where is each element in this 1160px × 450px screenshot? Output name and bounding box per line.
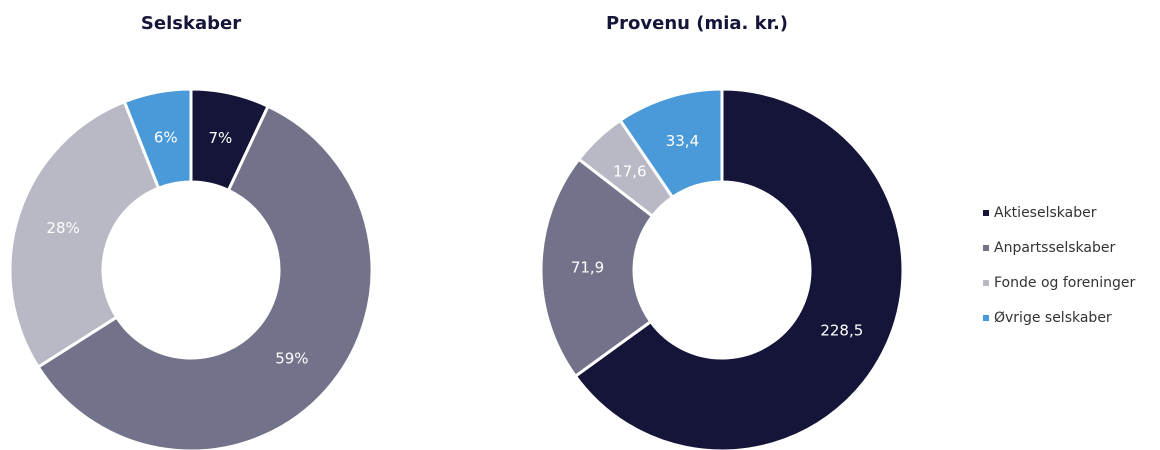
donut-slice xyxy=(573,87,905,450)
legend-label: Øvrige selskaber xyxy=(994,310,1112,326)
donut-slice xyxy=(122,87,193,191)
legend-swatch xyxy=(983,245,989,251)
legend-label: Fonde og foreninger xyxy=(994,275,1136,291)
value-label: 33,4 xyxy=(666,132,699,150)
donut-slice xyxy=(36,104,374,450)
value-label: 28% xyxy=(46,219,79,237)
value-label: 17,6 xyxy=(613,163,646,181)
donut-slice xyxy=(618,87,724,200)
chart-title: Selskaber xyxy=(141,13,241,34)
legend-label: Anpartsselskaber xyxy=(994,240,1115,256)
value-label: 7% xyxy=(208,129,232,147)
chart-title: Provenu (mia. kr.) xyxy=(606,13,788,34)
value-label: 59% xyxy=(275,349,308,367)
donut-slice xyxy=(539,157,655,379)
donut-slice xyxy=(8,99,161,370)
value-label: 71,9 xyxy=(571,258,604,276)
value-label: 6% xyxy=(154,128,178,146)
legend-swatch xyxy=(983,210,989,216)
legend-swatch xyxy=(983,280,989,286)
value-label: 228,5 xyxy=(820,322,863,340)
legend-swatch xyxy=(983,315,989,321)
legend-label: Aktieselskaber xyxy=(994,205,1097,221)
